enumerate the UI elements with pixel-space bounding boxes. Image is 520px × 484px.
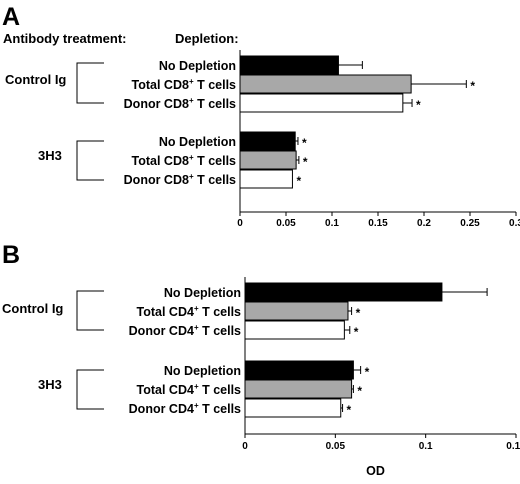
panel-a-significance-star: *	[303, 155, 308, 169]
panel-b-significance-star: *	[365, 365, 370, 379]
panel-a-significance-star: *	[296, 174, 301, 188]
panel-b-category-label: Total CD4+ T cells	[137, 382, 242, 397]
panel-a-category-label: Donor CD8+ T cells	[124, 96, 236, 111]
panel-a-significance-star: *	[416, 98, 421, 112]
panel-b-category-label: No Depletion	[164, 364, 241, 378]
panel-b-category-label: Donor CD4+ T cells	[129, 323, 241, 338]
panel-a-header-antibody: Antibody treatment:	[3, 31, 127, 46]
panel-b-group-bracket	[76, 369, 104, 410]
panel-a-category-label: Total CD8+ T cells	[132, 77, 237, 92]
panel-b-significance-star: *	[356, 306, 361, 320]
panel-a-x-tick-label: 0.15	[368, 218, 388, 229]
panel-a-header-depletion: Depletion:	[175, 31, 239, 46]
panel-b-group-label: 3H3	[38, 377, 62, 392]
panel-a-x-tick-label: 0.3	[509, 218, 520, 229]
panel-a-x-tick-label: 0.1	[325, 218, 339, 229]
panel-b-group-label: Control Ig	[2, 301, 63, 316]
panel-a-group-bracket	[76, 62, 104, 104]
panel-a-bar	[239, 169, 293, 189]
panel-a-bar	[239, 93, 404, 113]
panel-a-category-label: No Depletion	[159, 135, 236, 149]
panel-b-bar	[244, 360, 354, 380]
panel-a-group-bracket	[76, 140, 104, 181]
panel-b-bar	[244, 379, 353, 399]
panel-a-significance-star: *	[470, 79, 475, 93]
panel-b-group-bracket	[76, 290, 104, 331]
panel-b-bar	[244, 398, 342, 418]
panel-b-x-axis-label: OD	[366, 464, 385, 478]
panel-a-letter: A	[2, 3, 20, 31]
panel-a-bar	[239, 55, 339, 75]
panel-a-group-label: Control Ig	[5, 72, 66, 87]
panel-b-x-tick-label: 0.05	[326, 441, 346, 452]
panel-b-x-tick-label: 0.15	[506, 441, 520, 452]
panel-a-category-label: Total CD8+ T cells	[132, 153, 237, 168]
panel-b-significance-star: *	[347, 403, 352, 417]
panel-a-bar	[239, 150, 297, 170]
panel-a-category-label: No Depletion	[159, 59, 236, 73]
panel-a-bar	[239, 74, 412, 94]
panel-a-significance-star: *	[302, 136, 307, 150]
panel-b-letter: B	[2, 241, 20, 269]
panel-b-bar	[244, 301, 349, 321]
panel-b-x-tick-label: 0.1	[419, 441, 433, 452]
panel-a-x-tick-label: 0.2	[417, 218, 431, 229]
panel-a-x-tick-label: 0.25	[460, 218, 480, 229]
panel-a-bar	[239, 131, 296, 151]
panel-a-category-label: Donor CD8+ T cells	[124, 172, 236, 187]
panel-a-group-label: 3H3	[38, 148, 62, 163]
panel-b-category-label: No Depletion	[164, 286, 241, 300]
panel-b-category-label: Total CD4+ T cells	[137, 304, 242, 319]
panel-b-bar	[244, 320, 345, 340]
panel-b-bar	[244, 282, 443, 302]
panel-b-significance-star: *	[354, 325, 359, 339]
panel-b-significance-star: *	[357, 384, 362, 398]
panel-b-category-label: Donor CD4+ T cells	[129, 401, 241, 416]
panel-a-x-tick-label: 0	[237, 218, 243, 229]
panel-b-x-tick-label: 0	[242, 441, 248, 452]
panel-a-x-tick-label: 0.05	[276, 218, 296, 229]
